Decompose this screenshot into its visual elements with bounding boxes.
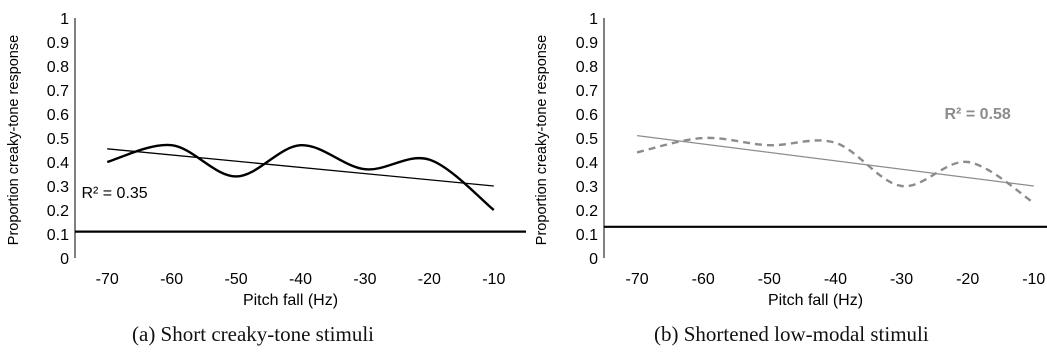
chart-b-x-axis-label: Pitch fall (Hz)	[768, 292, 863, 309]
chart-a-y-tick-label: 0.6	[47, 107, 69, 124]
chart-a-x-tick-label: -10	[482, 271, 505, 288]
chart-a-y-tick-label: 0	[60, 251, 69, 268]
chart-a-x-tick-label: -30	[353, 271, 376, 288]
chart-a-y-tick-label: 0.2	[47, 203, 69, 220]
chart-b-series-line	[637, 138, 1034, 203]
chart-a-x-tick-label: -70	[96, 271, 119, 288]
chart-b-y-tick-label: 0.1	[576, 227, 598, 244]
chart-a-x-tick-label: -60	[160, 271, 183, 288]
chart-b-y-tick-label: 0.2	[576, 203, 598, 220]
chart-b-x-tick-label: -30	[890, 271, 913, 288]
chart-b-y-tick-label: 0.4	[576, 155, 598, 172]
chart-b-y-tick-label: 0.7	[576, 83, 598, 100]
chart-b-x-tick-label: -10	[1022, 271, 1045, 288]
chart-a-x-tick-label: -40	[289, 271, 312, 288]
chart-a-y-tick-label: 0.4	[47, 155, 69, 172]
chart-b-x-tick-label: -20	[956, 271, 979, 288]
chart-a-y-tick-label: 0.9	[47, 35, 69, 52]
chart-a-y-tick-label: 0.8	[47, 59, 69, 76]
chart-b-x-tick-label: -70	[625, 271, 648, 288]
chart-b-trendline	[637, 136, 1034, 186]
chart-a-y-tick-label: 0.1	[47, 227, 69, 244]
chart-b-r-squared-label: R² = 0.58	[945, 106, 1011, 123]
chart-b-y-tick-label: 0.8	[576, 59, 598, 76]
chart-a-y-tick-label: 0.5	[47, 131, 69, 148]
chart-a-x-tick-label: -20	[418, 271, 441, 288]
chart-a-y-tick-label: 0.7	[47, 83, 69, 100]
chart-b-x-tick-label: -40	[824, 271, 847, 288]
chart-b-y-tick-label: 0	[589, 251, 598, 268]
chart-a-r-squared-label: R² = 0.35	[81, 185, 147, 202]
chart-a-y-tick-label: 1	[60, 11, 69, 28]
chart-a-trendline	[107, 149, 494, 186]
chart-b-caption: (b) Shortened low-modal stimuli	[654, 322, 929, 347]
chart-b-y-axis-label: Proportion creaky-tone response	[534, 35, 550, 245]
chart-b: 0 0.1 0.2 0.3 0.4 0.5 0.6 0.7 0.8 0.9 1 -70 -60 -50 -4…	[534, 11, 1047, 309]
chart-a-y-axis-label: Proportion creaky-tone response	[6, 35, 22, 245]
chart-b-y-tick-label: 0.6	[576, 107, 598, 124]
chart-a: 0 0.1 0.2 0.3 0.4 0.5 0.6 0.7 0.8 0.9 1 -70 -60 -50 -4…	[6, 11, 526, 309]
chart-a-x-axis-label: Pitch fall (Hz)	[243, 292, 338, 309]
chart-b-x-tick-label: -50	[758, 271, 781, 288]
chart-b-y-tick-label: 0.9	[576, 35, 598, 52]
chart-b-x-tick-label: -60	[692, 271, 715, 288]
chart-a-x-tick-label: -50	[225, 271, 248, 288]
chart-b-y-tick-label: 1	[589, 11, 598, 28]
chart-b-y-tick-label: 0.5	[576, 131, 598, 148]
chart-a-y-tick-label: 0.3	[47, 179, 69, 196]
chart-a-caption: (a) Short creaky-tone stimuli	[132, 322, 374, 347]
chart-b-y-tick-label: 0.3	[576, 179, 598, 196]
